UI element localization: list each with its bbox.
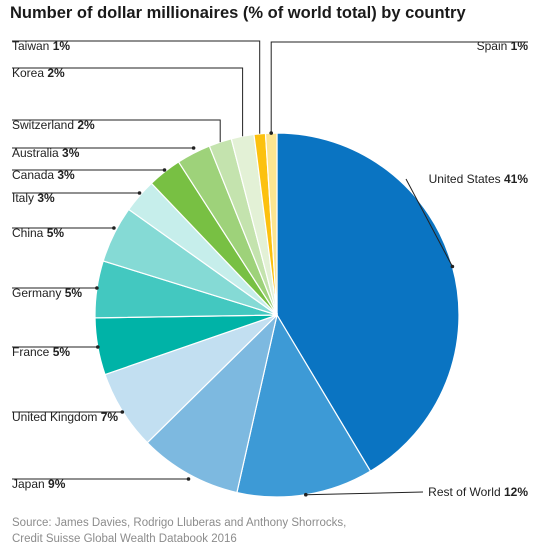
leader-taiwan [12,40,261,134]
slice-label-value-china: 5% [47,226,65,240]
leader-dot-japan [186,477,191,481]
slice-label-switzerland: Switzerland 2% [12,118,95,132]
slice-label-value-australia: 3% [62,146,80,160]
slice-label-name-canada: Canada [12,168,57,182]
slice-label-korea: Korea 2% [12,66,65,80]
slice-label-value-korea: 2% [47,66,65,80]
pie-slices [94,132,460,498]
leader-rest-of-world [305,491,424,496]
slice-label-value-italy: 3% [37,191,55,205]
leader-dot-australia [191,146,196,150]
slice-japan [146,313,279,494]
slice-label-united-kingdom: United Kingdom 7% [12,410,118,424]
leader-dot-china [112,226,116,230]
slice-label-value-switzerland: 2% [77,118,95,132]
slice-label-taiwan: Taiwan 1% [12,39,70,53]
leader-dot-united-kingdom [120,410,125,414]
slice-label-name-germany: Germany [12,286,65,300]
slice-label-value-japan: 9% [48,477,66,491]
slice-label-name-italy: Italy [12,191,37,205]
slice-label-name-switzerland: Switzerland [12,118,77,132]
slice-label-name-france: France [12,345,53,359]
source-note: Source: James Davies, Rodrigo Lluberas a… [12,515,346,547]
slice-label-australia: Australia 3% [12,146,80,160]
slice-label-value-rest-of-world: 12% [504,485,528,499]
source-line-1: Source: James Davies, Rodrigo Lluberas a… [12,517,347,529]
slice-label-name-australia: Australia [12,146,62,160]
slice-label-name-taiwan: Taiwan [12,39,53,53]
slice-label-value-united-states: 41% [504,172,528,186]
slice-label-canada: Canada 3% [12,168,75,182]
slice-label-name-korea: Korea [12,66,47,80]
slice-label-rest-of-world: Rest of World 12% [428,485,528,499]
leader-dot-united-states [450,264,455,269]
slice-label-name-spain: Spain [477,39,511,53]
leader-united-states [405,178,453,267]
slice-label-italy: Italy 3% [12,191,55,205]
leader-dot-canada [162,168,167,172]
slice-label-japan: Japan 9% [12,477,66,491]
leader-dot-rest-of-world [304,492,308,497]
slice-label-germany: Germany 5% [12,286,82,300]
source-line-2: Credit Suisse Global Wealth Databook 201… [12,533,237,545]
leader-dot-spain [269,131,274,135]
slice-label-name-china: China [12,226,47,240]
slice-label-value-canada: 3% [57,168,75,182]
slice-label-value-germany: 5% [65,286,83,300]
slice-label-value-taiwan: 1% [53,39,71,53]
slice-label-united-states: United States 41% [429,172,529,186]
leader-lines [12,40,528,497]
leader-korea [12,67,244,137]
slice-label-spain: Spain 1% [477,39,529,53]
chart-title: Number of dollar millionaires (% of worl… [10,4,466,22]
slice-label-name-united-kingdom: United Kingdom [12,410,101,424]
slice-label-name-rest-of-world: Rest of World [428,485,504,499]
leader-dot-italy [137,191,142,195]
slice-label-france: France 5% [12,345,70,359]
leader-dot-germany [95,286,99,290]
slice-label-value-united-kingdom: 7% [101,410,119,424]
slice-label-name-japan: Japan [12,477,48,491]
leader-switzerland [12,119,221,143]
slice-label-china: China 5% [12,226,64,240]
leader-spain [270,41,528,134]
slice-label-value-france: 5% [53,345,71,359]
leader-dot-france [96,345,100,349]
slice-labels: United States 41% Rest of World 12% Japan … [12,39,528,499]
slice-label-value-spain: 1% [511,39,529,53]
slice-label-name-united-states: United States [429,172,504,186]
